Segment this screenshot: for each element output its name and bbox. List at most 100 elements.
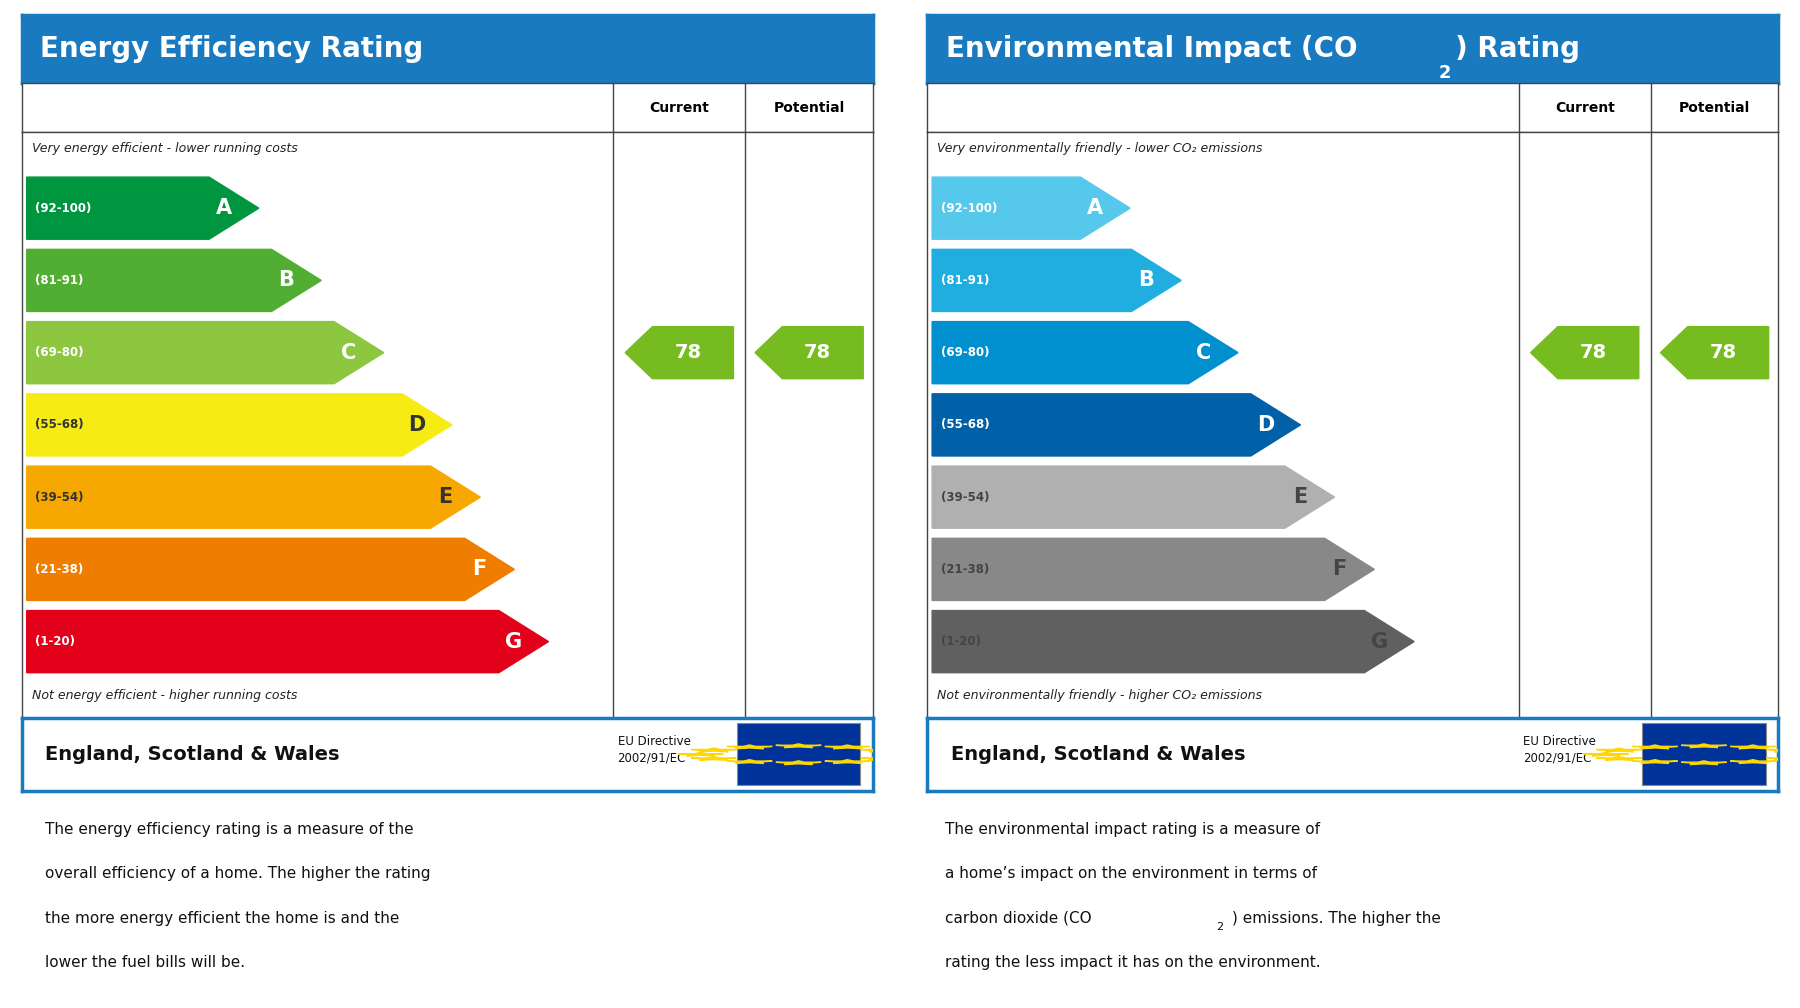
Text: A: A [1087, 199, 1103, 218]
Text: (21-38): (21-38) [36, 562, 83, 576]
Polygon shape [860, 748, 905, 752]
Polygon shape [691, 748, 736, 752]
Text: Current: Current [650, 101, 709, 115]
Polygon shape [873, 752, 920, 756]
Polygon shape [932, 394, 1300, 456]
Text: Environmental Impact (CO: Environmental Impact (CO [945, 35, 1357, 64]
Polygon shape [27, 177, 259, 239]
Polygon shape [932, 466, 1334, 528]
Text: (69-80): (69-80) [36, 346, 85, 359]
Text: The environmental impact rating is a measure of: The environmental impact rating is a mea… [945, 822, 1319, 837]
Polygon shape [1766, 748, 1800, 752]
Text: C: C [1195, 343, 1211, 363]
Polygon shape [691, 757, 736, 760]
Text: (55-68): (55-68) [36, 418, 85, 431]
Text: 78: 78 [1580, 343, 1607, 362]
Text: (1-20): (1-20) [36, 635, 76, 648]
Text: Energy Efficiency Rating: Energy Efficiency Rating [40, 35, 423, 64]
Polygon shape [1681, 744, 1726, 748]
Text: 78: 78 [1710, 343, 1737, 362]
Text: 78: 78 [675, 343, 702, 362]
Polygon shape [932, 177, 1130, 239]
Text: (1-20): (1-20) [941, 635, 981, 648]
Text: Current: Current [1555, 101, 1615, 115]
Text: England, Scotland & Wales: England, Scotland & Wales [45, 745, 340, 764]
Text: E: E [1292, 487, 1307, 507]
Text: 78: 78 [805, 343, 832, 362]
FancyBboxPatch shape [1642, 724, 1766, 785]
Text: carbon dioxide (CO: carbon dioxide (CO [945, 910, 1091, 925]
Polygon shape [727, 745, 772, 749]
Polygon shape [754, 327, 864, 379]
Text: EU Directive
2002/91/EC: EU Directive 2002/91/EC [617, 735, 691, 765]
Polygon shape [1730, 760, 1775, 763]
Text: 2: 2 [1217, 922, 1222, 932]
Text: (81-91): (81-91) [941, 274, 988, 287]
Text: Not environmentally friendly - higher CO₂ emissions: Not environmentally friendly - higher CO… [938, 689, 1262, 703]
Text: Potential: Potential [774, 101, 844, 115]
Polygon shape [824, 760, 869, 763]
Text: ) Rating: ) Rating [1454, 35, 1580, 64]
Polygon shape [1597, 757, 1642, 760]
Text: (81-91): (81-91) [36, 274, 83, 287]
Text: F: F [472, 559, 486, 580]
Text: F: F [1332, 559, 1346, 580]
Polygon shape [1633, 760, 1678, 763]
Text: (55-68): (55-68) [941, 418, 990, 431]
Polygon shape [860, 757, 905, 760]
Polygon shape [27, 394, 452, 456]
Text: (92-100): (92-100) [941, 202, 997, 215]
Text: England, Scotland & Wales: England, Scotland & Wales [950, 745, 1246, 764]
Text: Very energy efficient - lower running costs: Very energy efficient - lower running co… [32, 142, 297, 154]
Polygon shape [1584, 752, 1629, 756]
Polygon shape [1766, 757, 1800, 760]
Text: C: C [342, 343, 356, 363]
Polygon shape [1597, 748, 1642, 752]
Polygon shape [824, 745, 869, 749]
Text: the more energy efficient the home is and the: the more energy efficient the home is an… [45, 910, 400, 925]
Polygon shape [1633, 745, 1678, 749]
Text: 2: 2 [1438, 65, 1451, 83]
Text: lower the fuel bills will be.: lower the fuel bills will be. [45, 956, 245, 970]
Text: overall efficiency of a home. The higher the rating: overall efficiency of a home. The higher… [45, 866, 430, 881]
Text: (21-38): (21-38) [941, 562, 988, 576]
Polygon shape [27, 466, 481, 528]
Polygon shape [932, 249, 1181, 311]
Polygon shape [27, 611, 549, 672]
Polygon shape [27, 538, 515, 601]
Text: A: A [216, 199, 232, 218]
Polygon shape [1778, 752, 1800, 756]
Text: EU Directive
2002/91/EC: EU Directive 2002/91/EC [1523, 735, 1597, 765]
Polygon shape [679, 752, 724, 756]
Text: G: G [1372, 632, 1388, 651]
Polygon shape [1730, 745, 1775, 749]
Text: The energy efficiency rating is a measure of the: The energy efficiency rating is a measur… [45, 822, 414, 837]
Polygon shape [1660, 327, 1769, 379]
Text: (39-54): (39-54) [941, 491, 990, 504]
Polygon shape [1530, 327, 1638, 379]
Polygon shape [776, 744, 821, 748]
Text: B: B [279, 270, 295, 290]
Polygon shape [27, 249, 320, 311]
Text: Not energy efficient - higher running costs: Not energy efficient - higher running co… [32, 689, 297, 703]
Polygon shape [27, 322, 383, 384]
Text: Very environmentally friendly - lower CO₂ emissions: Very environmentally friendly - lower CO… [938, 142, 1262, 154]
Text: E: E [439, 487, 452, 507]
Polygon shape [776, 761, 821, 764]
Polygon shape [1681, 761, 1726, 764]
Text: ) emissions. The higher the: ) emissions. The higher the [1231, 910, 1442, 925]
Text: a home’s impact on the environment in terms of: a home’s impact on the environment in te… [945, 866, 1318, 881]
Polygon shape [932, 538, 1375, 601]
FancyBboxPatch shape [736, 724, 860, 785]
Text: B: B [1138, 270, 1154, 290]
Text: D: D [409, 415, 427, 434]
Text: D: D [1256, 415, 1274, 434]
Text: (69-80): (69-80) [941, 346, 990, 359]
Polygon shape [625, 327, 733, 379]
Text: G: G [506, 632, 522, 651]
Polygon shape [727, 760, 772, 763]
Text: Potential: Potential [1679, 101, 1750, 115]
Polygon shape [932, 322, 1238, 384]
Text: rating the less impact it has on the environment.: rating the less impact it has on the env… [945, 956, 1321, 970]
Text: (39-54): (39-54) [36, 491, 85, 504]
